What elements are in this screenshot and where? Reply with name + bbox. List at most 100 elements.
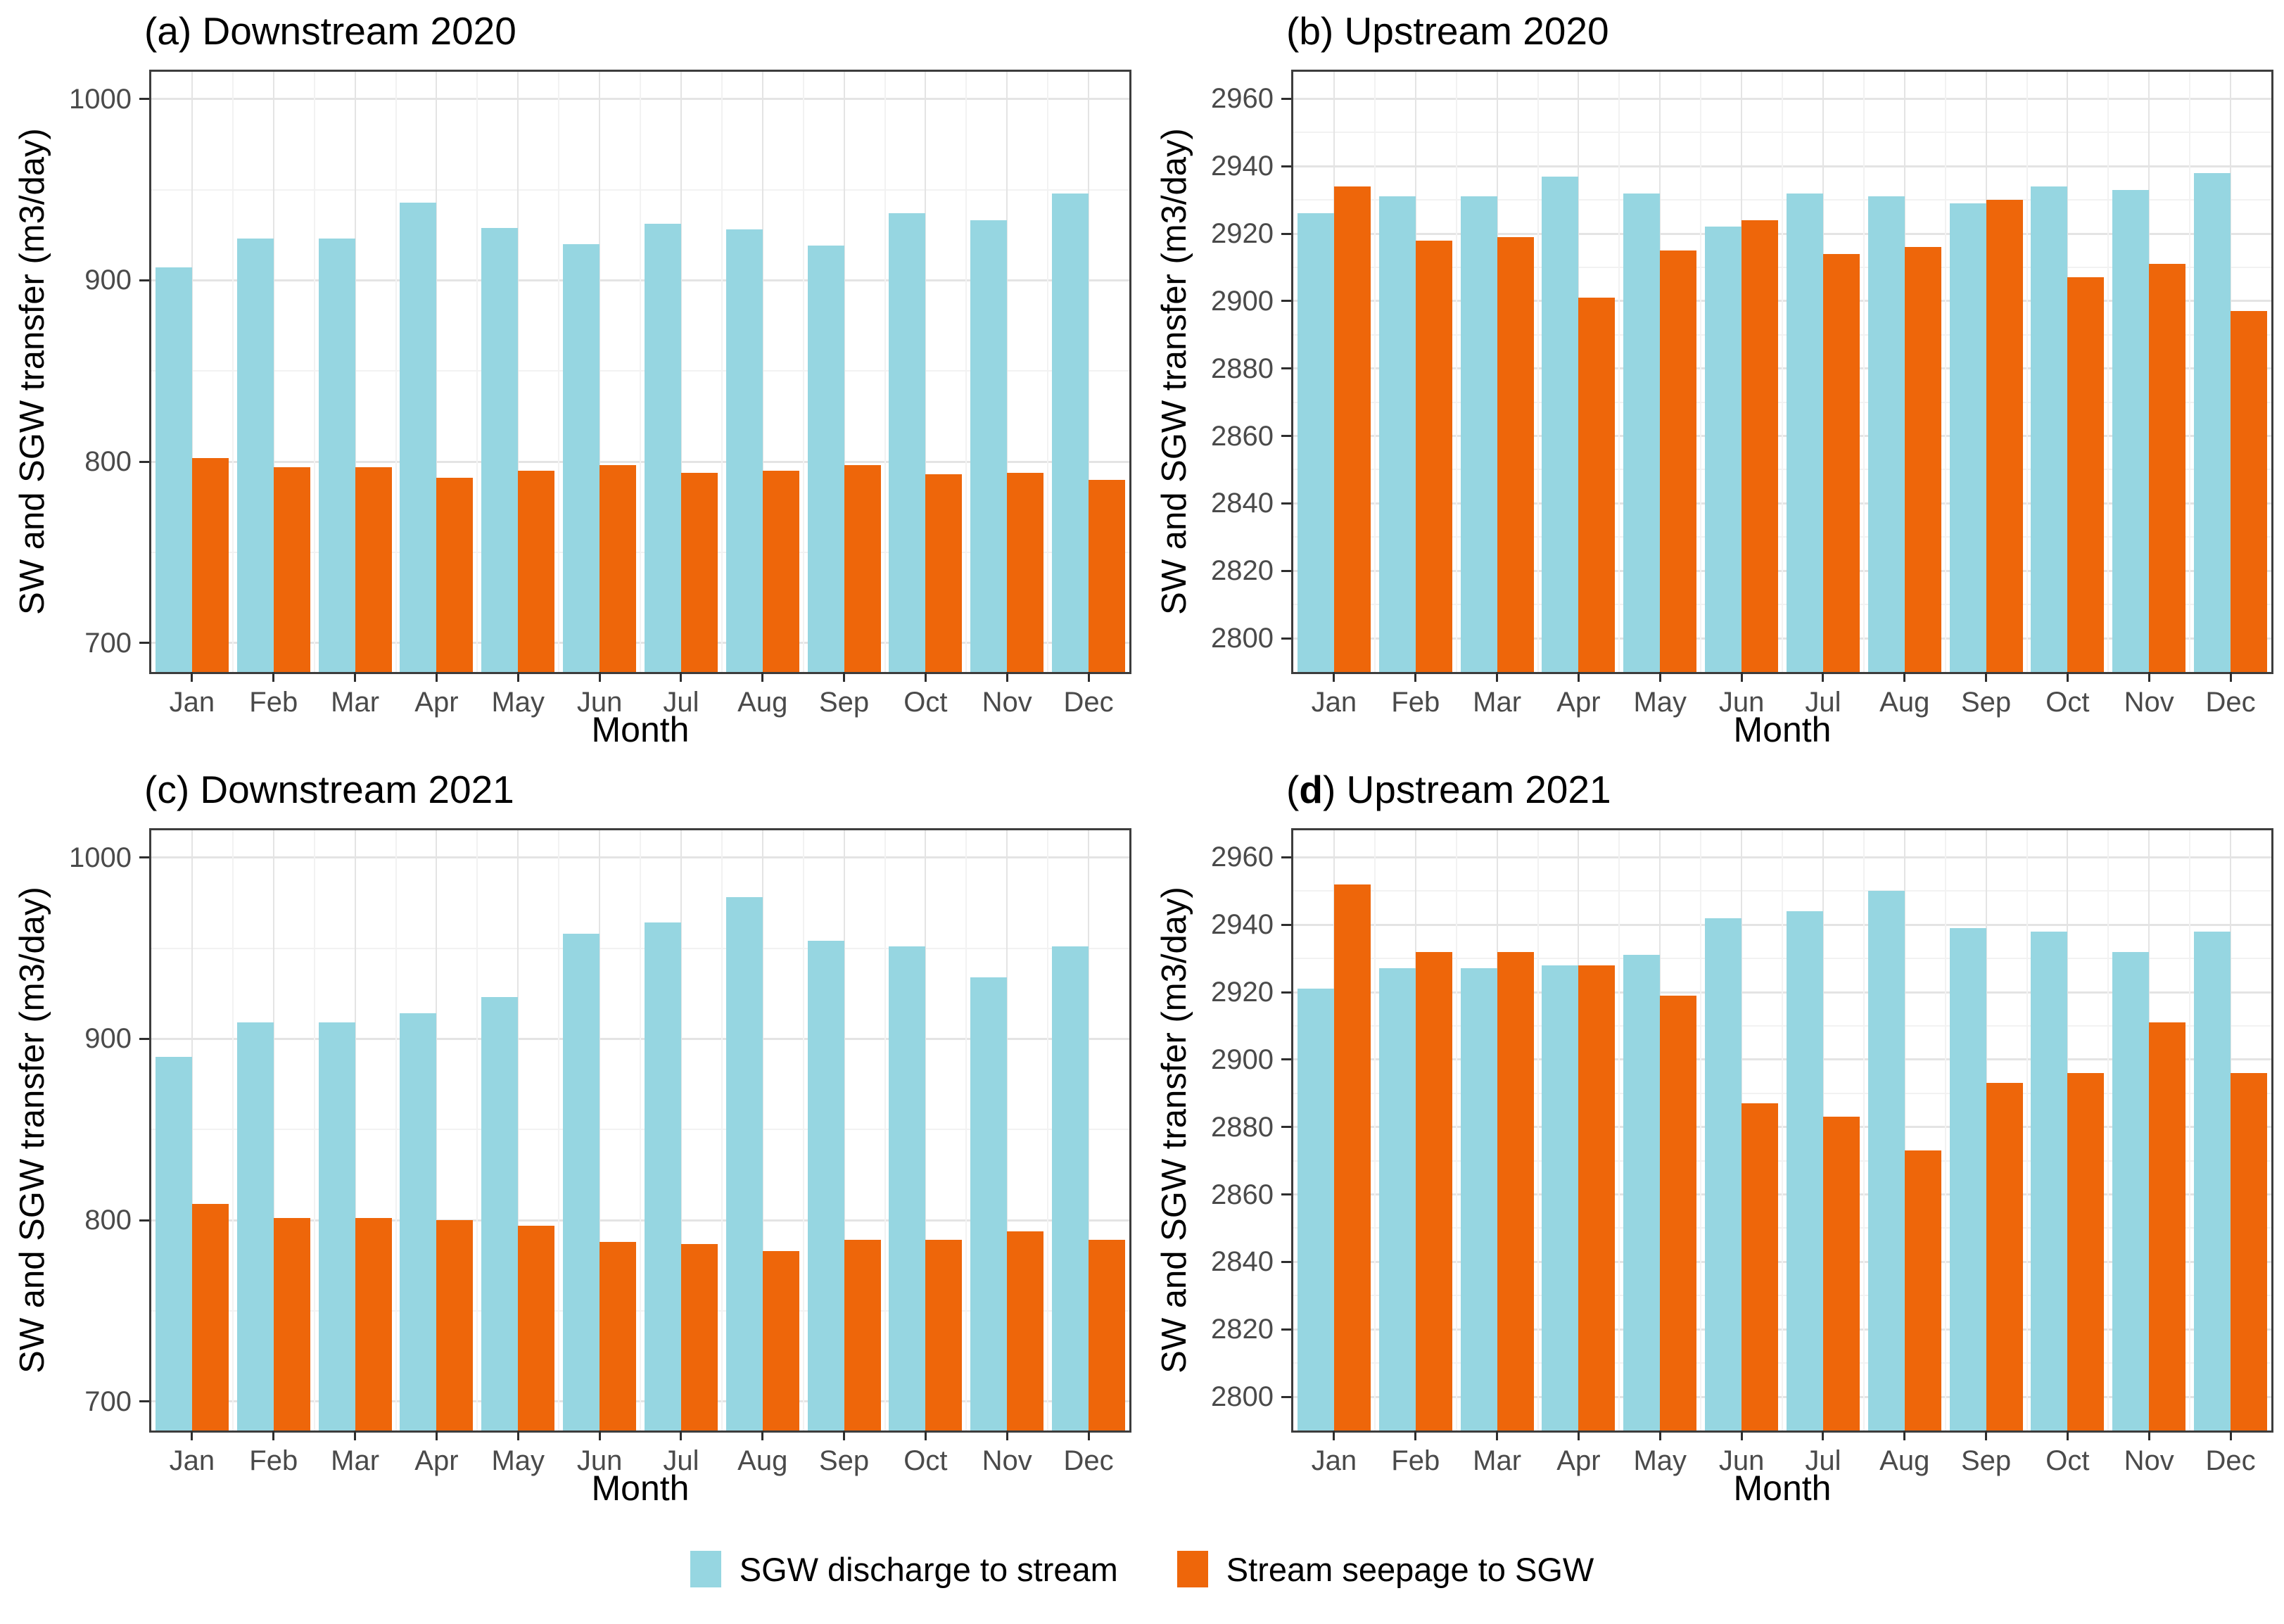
bar-sgw-discharge xyxy=(400,1013,437,1430)
gridline-minor-v xyxy=(558,830,560,1430)
bar-stream-seepage xyxy=(680,472,718,672)
y-tick-mark xyxy=(1281,300,1291,303)
gridline-major-v xyxy=(354,72,356,672)
bar-sgw-discharge xyxy=(1460,196,1497,672)
y-tick-mark xyxy=(1281,569,1291,572)
gridline-major-v xyxy=(599,830,601,1430)
gridline-minor-v xyxy=(721,72,723,672)
x-tick-mark xyxy=(2229,672,2232,682)
y-tick-label: 700 xyxy=(84,627,132,659)
x-tick-label: Feb xyxy=(249,687,298,718)
x-tick-label: Aug xyxy=(737,687,788,718)
gridline-major-v xyxy=(1088,72,1090,672)
y-tick-mark xyxy=(1281,435,1291,438)
panel-upstream-2020: (b) Upstream 2020 SW and SGW transfer (m… xyxy=(1142,0,2284,759)
x-tick-mark xyxy=(1005,672,1008,682)
bar-sgw-discharge xyxy=(1460,968,1497,1430)
bar-stream-seepage xyxy=(1089,479,1126,672)
x-tick-mark xyxy=(435,1430,438,1440)
x-tick-mark xyxy=(191,1430,193,1440)
x-tick-label: Jun xyxy=(576,687,623,718)
bar-sgw-discharge xyxy=(1705,918,1742,1430)
gridline-major-v xyxy=(1903,830,1905,1430)
legend-swatch-stream-seepage xyxy=(1176,1551,1208,1587)
gridline-minor-v xyxy=(802,830,804,1430)
gridline-major-v xyxy=(272,72,274,672)
x-tick-label: Jan xyxy=(169,687,215,718)
y-tick-label: 2840 xyxy=(1211,488,1274,519)
gridline-minor-v xyxy=(313,72,315,672)
gridline-minor-v xyxy=(313,830,315,1430)
bar-sgw-discharge xyxy=(970,977,1008,1430)
bar-sgw-discharge xyxy=(889,946,926,1430)
bar-stream-seepage xyxy=(518,470,555,672)
y-tick-label: 1000 xyxy=(69,842,132,873)
x-tick-label: Dec xyxy=(1063,1445,1114,1476)
bar-stream-seepage xyxy=(273,1218,310,1430)
gridline-minor-v xyxy=(884,72,886,672)
bar-stream-seepage xyxy=(1904,247,1941,672)
panel-title: (a) Downstream 2020 xyxy=(144,9,516,53)
x-tick-mark xyxy=(680,672,683,682)
x-tick-label: Nov xyxy=(982,1445,1032,1476)
bar-stream-seepage xyxy=(518,1225,555,1430)
x-tick-label: Nov xyxy=(2124,1445,2174,1476)
bar-stream-seepage xyxy=(1333,186,1371,672)
bar-sgw-discharge xyxy=(725,897,763,1430)
bar-stream-seepage xyxy=(1007,472,1044,672)
gridline-minor-v xyxy=(2026,72,2028,672)
y-axis-title: SW and SGW transfer (m3/day) xyxy=(13,128,51,615)
x-tick-label: Sep xyxy=(818,1445,870,1476)
x-tick-mark xyxy=(1903,1430,1906,1440)
x-tick-label: Oct xyxy=(2045,1445,2090,1476)
gridline-major-v xyxy=(680,72,682,672)
y-tick-label: 700 xyxy=(84,1385,132,1417)
x-tick-label: Jul xyxy=(663,1445,699,1476)
y-tick-label: 2940 xyxy=(1211,909,1274,941)
gridline-major-v xyxy=(517,72,519,672)
x-axis-title: Month xyxy=(591,1468,690,1508)
bar-stream-seepage xyxy=(2231,1073,2268,1430)
y-tick-mark xyxy=(139,98,149,101)
x-tick-label: Oct xyxy=(903,687,948,718)
x-tick-label: Dec xyxy=(2205,1445,2256,1476)
bar-sgw-discharge xyxy=(644,922,681,1430)
x-tick-mark xyxy=(1005,1430,1008,1440)
y-tick-mark xyxy=(1281,97,1291,100)
x-tick-mark xyxy=(1740,1430,1743,1440)
x-tick-mark xyxy=(1740,672,1743,682)
y-tick-label: 900 xyxy=(84,265,132,296)
plot-border xyxy=(149,70,1131,674)
bar-stream-seepage xyxy=(844,465,881,672)
x-tick-mark xyxy=(435,672,438,682)
x-tick-mark xyxy=(1822,1430,1825,1440)
bar-sgw-discharge xyxy=(2112,189,2150,672)
x-tick-mark xyxy=(354,1430,357,1440)
bar-stream-seepage xyxy=(436,1220,474,1430)
bar-sgw-discharge xyxy=(1867,196,1905,672)
x-tick-label: Apr xyxy=(414,687,459,718)
x-tick-mark xyxy=(272,1430,275,1440)
gridline-minor-v xyxy=(1455,830,1457,1430)
x-tick-mark xyxy=(1087,1430,1090,1440)
plot-border xyxy=(1291,70,2273,674)
gridline-major-v xyxy=(517,830,519,1430)
x-tick-mark xyxy=(191,672,193,682)
bar-sgw-discharge xyxy=(236,239,274,672)
bar-sgw-discharge xyxy=(2194,172,2231,672)
bar-stream-seepage xyxy=(1333,884,1371,1430)
bar-stream-seepage xyxy=(1660,250,1697,672)
gridline-minor-v xyxy=(1537,830,1539,1430)
gridline-major-v xyxy=(272,830,274,1430)
x-tick-label: Jun xyxy=(1718,1445,1765,1476)
panel-downstream-2021: (c) Downstream 2021 SW and SGW transfer … xyxy=(0,759,1142,1517)
x-tick-label: Jan xyxy=(1311,687,1357,718)
y-tick-label: 800 xyxy=(84,1205,132,1236)
bar-sgw-discharge xyxy=(1052,946,1089,1430)
bar-sgw-discharge xyxy=(1867,891,1905,1430)
x-tick-mark xyxy=(1577,672,1580,682)
x-tick-mark xyxy=(1985,1430,1988,1440)
bar-stream-seepage xyxy=(599,465,637,672)
x-tick-label: Oct xyxy=(903,1445,948,1476)
bar-sgw-discharge xyxy=(644,224,681,672)
